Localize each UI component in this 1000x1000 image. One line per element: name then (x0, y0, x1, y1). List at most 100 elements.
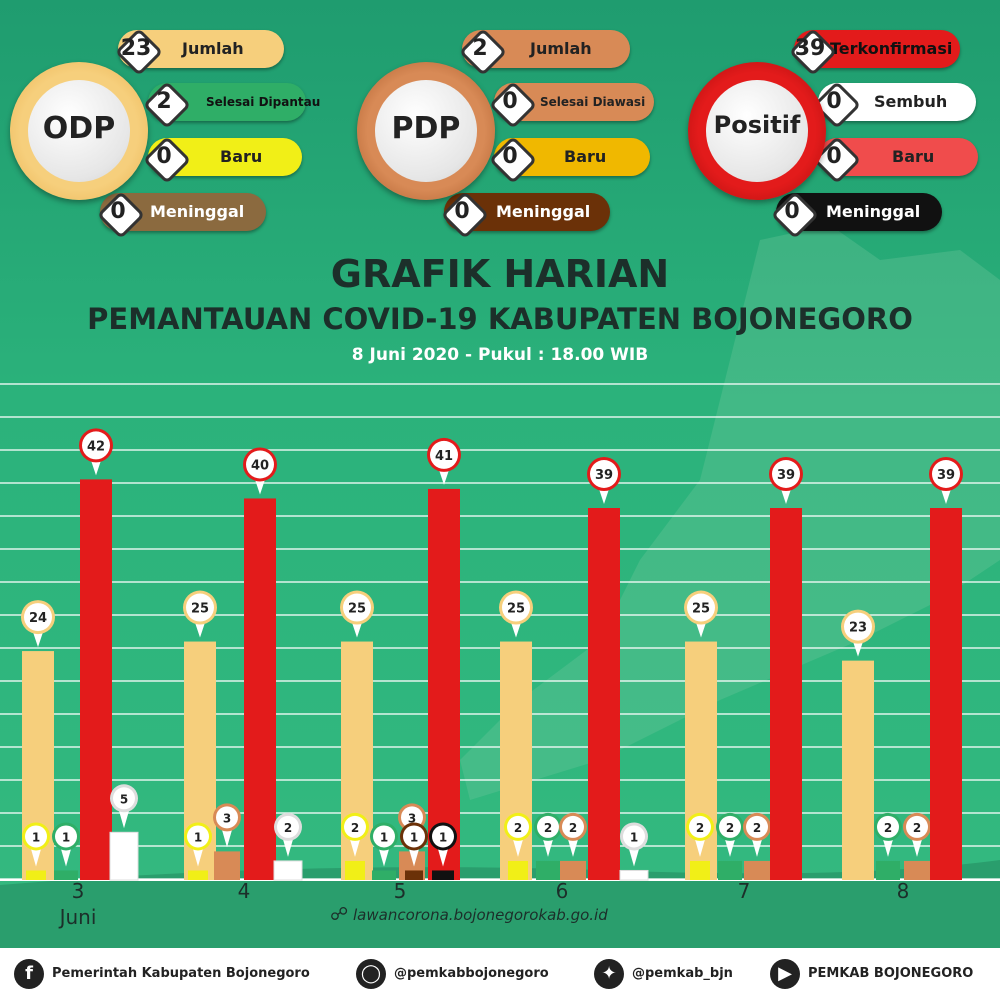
bar-positif-3 (80, 479, 112, 880)
positif-label-2: Baru (892, 147, 935, 166)
data-label-selesai-3: 1 (62, 830, 70, 844)
data-label-positif-8: 39 (937, 468, 955, 483)
data-label-bg-baru-7 (689, 815, 711, 838)
x-tick-label-7: 7 (738, 879, 751, 903)
data-label-pdp_meninggal-5: 1 (410, 830, 418, 844)
pdp-value-3: 0 (454, 199, 470, 224)
odp-value-0: 23 (120, 36, 152, 61)
bar-positif-8 (930, 508, 962, 880)
pdp-value-2: 0 (502, 144, 518, 169)
data-label-pointer-selesai-6 (542, 835, 554, 857)
data-label-bg-positif-3 (82, 431, 110, 460)
data-label-bg-pdp-5 (401, 806, 423, 829)
positif-ring-inner (706, 80, 808, 182)
data-label-bg-sembuh-6 (623, 825, 645, 848)
positif-value-3: 0 (784, 199, 800, 224)
facebook-link[interactable]: Pemerintah Kabupaten Bojonegoro (52, 966, 310, 981)
data-label-bg-odp_jumlah-3 (24, 603, 52, 632)
data-label-bg-odp_jumlah-8 (844, 612, 872, 641)
data-label-sembuh-4: 2 (284, 821, 292, 835)
data-label-odp_jumlah-7: 25 (692, 602, 710, 617)
data-label-pointer-selesai-7 (724, 835, 736, 857)
x-tick-label-6: 6 (556, 879, 569, 903)
website-link[interactable]: ☍ lawancorona.bojonegorokab.go.id (330, 904, 608, 925)
data-label-pdp-4: 3 (223, 811, 231, 825)
data-label-pointer-sembuh-4 (282, 835, 294, 857)
data-label-positif-4: 40 (251, 458, 269, 473)
data-label-positif-3: 42 (87, 439, 105, 454)
odp-ring-inner (28, 80, 130, 182)
data-label-bg-positif-7 (772, 460, 800, 488)
data-label-sembuh-6: 1 (630, 830, 638, 844)
odp-ring-label: ODP (42, 111, 116, 146)
data-label-selesai-8: 2 (884, 821, 892, 835)
data-label-odp_jumlah-6: 25 (507, 602, 525, 617)
positif-label-1: Sembuh (874, 92, 948, 111)
bar-odp_jumlah-8 (842, 660, 874, 880)
data-label-pointer-baru-3 (30, 845, 42, 867)
data-label-baru-3: 1 (32, 830, 40, 844)
data-label-selesai-7: 2 (726, 821, 734, 835)
bar-pdp-7 (744, 860, 770, 880)
bar-selesai-7 (718, 860, 742, 880)
data-label-baru-7: 2 (696, 821, 704, 835)
chart-date: 8 Juni 2020 - Pukul : 18.00 WIB (351, 345, 649, 365)
data-label-selesai-6: 2 (544, 821, 552, 835)
data-label-bg-selesai-5 (373, 825, 395, 848)
data-label-bg-positif-4 (246, 450, 274, 479)
data-label-pointer-sembuh-6 (628, 845, 640, 867)
bar-selesai-8 (876, 860, 900, 880)
odp-value-2: 0 (156, 144, 172, 169)
data-label-bg-positif-8 (932, 460, 960, 488)
data-label-bg-odp_jumlah-6 (502, 593, 530, 622)
data-label-bg-sembuh-4 (277, 815, 299, 838)
data-label-pointer-pdp-8 (911, 835, 923, 857)
data-label-bg-positif-6 (590, 460, 618, 488)
odp-value-1: 2 (156, 89, 172, 114)
positif-label-3: Meninggal (826, 202, 921, 221)
odp-label-3: Meninggal (150, 202, 245, 221)
instagram-link[interactable]: @pemkabbojonegoro (394, 966, 549, 981)
data-label-pointer-selesai-5 (378, 845, 390, 867)
data-label-baru-6: 2 (514, 821, 522, 835)
data-label-bg-odp_jumlah-4 (186, 593, 214, 622)
bar-baru-6 (508, 860, 528, 880)
positif-ring-label: Positif (713, 111, 801, 139)
data-label-bg-pdp_meninggal-5 (403, 825, 425, 848)
data-label-pointer-selesai-8 (882, 835, 894, 857)
data-label-bg-positif_meninggal-5 (432, 825, 454, 848)
data-label-positif-5: 41 (435, 449, 453, 464)
bar-baru-3 (26, 870, 46, 880)
website-text: lawancorona.bojonegorokab.go.id (353, 906, 608, 924)
data-label-positif_meninggal-5: 1 (439, 830, 447, 844)
pdp-ring-inner (375, 80, 477, 182)
bar-pdp-4 (214, 851, 240, 880)
data-label-pointer-selesai-3 (60, 845, 72, 867)
data-label-bg-odp_jumlah-5 (343, 593, 371, 622)
data-label-bg-selesai-6 (537, 815, 559, 838)
data-label-pdp-7: 2 (753, 821, 761, 835)
x-tick-label-8: 8 (897, 879, 910, 903)
bar-sembuh-3 (109, 831, 139, 881)
globe-icon: ☍ (330, 904, 349, 925)
instagram-icon: ◯ (356, 959, 386, 989)
bar-positif-7 (770, 508, 802, 880)
data-label-pointer-baru-6 (512, 835, 524, 857)
bar-selesai-6 (536, 860, 560, 880)
data-label-odp_jumlah-5: 25 (348, 602, 366, 617)
twitter-link[interactable]: @pemkab_bjn (632, 966, 733, 981)
bar-positif_meninggal-5 (432, 870, 454, 880)
data-label-bg-baru-4 (187, 825, 209, 848)
data-label-sembuh-3: 5 (120, 792, 128, 806)
x-tick-label-3: 3 (72, 879, 85, 903)
twitter-icon: ✦ (594, 959, 624, 989)
data-label-baru-4: 1 (194, 830, 202, 844)
data-label-bg-pdp-7 (746, 815, 768, 838)
data-label-bg-baru-5 (344, 815, 366, 838)
data-label-bg-pdp-6 (562, 815, 584, 838)
bar-positif-4 (244, 498, 276, 880)
youtube-link[interactable]: PEMKAB BOJONEGORO (808, 966, 974, 981)
data-label-pointer-pdp-4 (221, 826, 233, 848)
data-label-baru-5: 2 (351, 821, 359, 835)
data-label-bg-pdp-4 (216, 806, 238, 829)
